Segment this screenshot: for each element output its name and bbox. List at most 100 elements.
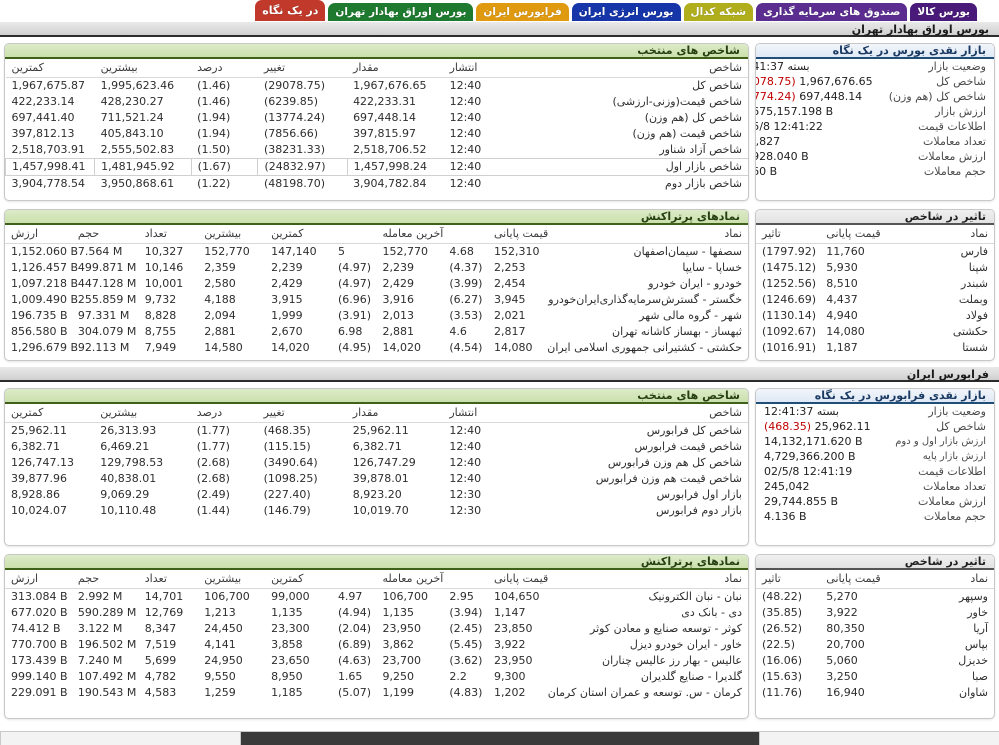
table-row[interactable]: ثبهساز - بهساز کاشانه تهران 2,817 4.6 2,881… xyxy=(5,324,748,340)
value-cell: 229.091 B xyxy=(11,686,68,699)
index-name-cell: شاخص قیمت فرابورس xyxy=(634,440,742,453)
table-row[interactable]: شاخص بازار دوم 12:40 3,904,782.84 (48198.70… xyxy=(6,176,749,193)
table-row[interactable]: شاخص کل 12:40 1,967,676.65 (29078.75) (1.46)… xyxy=(6,78,749,95)
table-row[interactable]: آریا 80,350 (26.52) xyxy=(756,621,994,637)
publish-time-cell: 12:40 xyxy=(449,472,482,485)
tab-3[interactable]: بورس انرژی ایران xyxy=(571,3,681,21)
table-row[interactable]: شستا 1,187 (1016.91) xyxy=(756,340,994,356)
table-row[interactable]: شاخص قیمت فرابورس 12:40 6,382.71 (115.15) (1… xyxy=(5,439,748,455)
index-change-cell: (468.35) xyxy=(263,424,311,437)
tab-4[interactable]: فرابورس ایران xyxy=(476,3,569,21)
table-row[interactable]: خدیزل 5,060 (16.06) xyxy=(756,653,994,669)
publish-time-cell: 12:40 xyxy=(449,177,482,190)
index-value-cell: 697,448.14 xyxy=(353,111,417,124)
high-price-cell: 9,550 xyxy=(204,670,236,683)
table-row[interactable]: صبا 3,250 (15.63) xyxy=(756,669,994,685)
tab-1[interactable]: صندوق های سرمایه گذاری xyxy=(756,3,908,21)
table-row[interactable]: کرمان - س. توسعه و عمران استان کرمان 1,20… xyxy=(5,685,748,701)
table-row[interactable]: شاخص آزاد شناور 12:40 2,518,706.52 (38231.3… xyxy=(6,142,749,159)
table-row[interactable]: شبندر 8,510 (1252.56) xyxy=(756,276,994,292)
column-header: کمترین xyxy=(265,570,332,589)
symbol-cell: شستا xyxy=(962,341,988,354)
column-header: تغییر xyxy=(257,404,347,423)
tehran-index-effect-title: تاثیر در شاخص xyxy=(904,210,986,223)
table-row[interactable]: شاخص قیمت (هم وزن) 12:40 397,815.97 (7856.6… xyxy=(6,126,749,142)
column-header: کمترین xyxy=(265,225,332,244)
index-change-cell: (48198.70) xyxy=(263,177,326,190)
table-row[interactable]: فولاد 4,940 (1130.14) xyxy=(756,308,994,324)
table-row[interactable]: شاخص کل (هم وزن) 12:40 697,448.14 (13774.24… xyxy=(6,110,749,126)
trade-count-cell: 10,327 xyxy=(144,245,184,258)
index-change-cell: (24832.97) xyxy=(257,158,348,176)
summary-row-key: اطلاعات قیمت xyxy=(918,465,986,478)
index-low-cell: 6,382.71 xyxy=(11,440,60,453)
index-low-cell: 126,747.13 xyxy=(11,456,74,469)
table-row[interactable]: حکشتی - کشتیرانی جمهوری اسلامی ایران 14,0… xyxy=(5,340,748,356)
table-row[interactable]: فارس 11,760 (1797.92) xyxy=(756,244,994,261)
column-header: مقدار xyxy=(346,404,444,423)
table-row[interactable]: خودرو - ایران خودرو 2,454 (3.99) 2,429 (4.97… xyxy=(5,276,748,292)
table-row[interactable]: گلدیرا - صنایع گلدیران 9,300 2.2 9,250 1.65 8… xyxy=(5,669,748,685)
table-row[interactable]: خاور 3,922 (35.85) xyxy=(756,605,994,621)
summary-row-key: اطلاعات قیمت xyxy=(918,120,986,133)
status-bar-segment-3 xyxy=(0,732,240,745)
table-row[interactable]: شاخص کل فرابورس 12:40 25,962.11 (468.35) (1.… xyxy=(5,423,748,440)
table-row[interactable]: شاخص قیمت هم وزن فرابورس 12:40 39,878.01 (1… xyxy=(5,471,748,487)
table-row[interactable]: حکشتی 14,080 (1092.67) xyxy=(756,324,994,340)
summary-row-value: 69,675,157.198 B xyxy=(756,104,881,119)
column-header-spacer xyxy=(443,225,488,244)
table-row[interactable]: نبان - نبان الکترونیک 104,650 2.95 106,700 4… xyxy=(5,589,748,606)
column-header: قیمت پایانی xyxy=(820,570,899,589)
column-header: شاخص xyxy=(517,404,748,423)
table-row[interactable]: عالیس - بهار رز عالیس چناران 23,950 (3.62)… xyxy=(5,653,748,669)
table-row[interactable]: شاخص بازار اول 12:40 1,457,998.24 (24832.97… xyxy=(5,158,748,176)
index-value-cell: 10,019.70 xyxy=(352,504,409,517)
volume-cell: 107.492 M xyxy=(77,670,137,683)
table-row[interactable]: خساپا - سایپا 2,253 (4.37) 2,239 (4.97) 2,239… xyxy=(5,260,748,276)
summary-row: وضعیت بازار بسته 12:41:37 xyxy=(756,59,994,74)
tab-6[interactable]: در یک نگاه xyxy=(255,0,326,21)
last-trade-cell: 9,250 xyxy=(382,670,415,683)
farabourse-index-effect-header: تاثیر در شاخص xyxy=(756,555,994,570)
tab-5[interactable]: بورس اوراق بهادار تهران xyxy=(328,3,474,21)
close-percent-cell: (4.54) xyxy=(449,341,483,354)
table-row[interactable]: خگستر - گسترش‌سرمایه‌گذاری‌ایران‌خودرو 3,… xyxy=(5,292,748,308)
tehran-index-effect-panel: تاثیر در شاخص نماد قیمت پایانی تاثیر فارس 1… xyxy=(755,209,995,361)
table-row[interactable]: شاخص کل هم وزن فرابورس 12:40 126,747.29 (34… xyxy=(5,455,748,471)
index-percent-cell: (2.68) xyxy=(196,456,230,469)
table-row[interactable]: وسپهر 5,270 (48.22) xyxy=(756,589,994,606)
volume-cell: 92.113 M xyxy=(77,341,130,354)
column-header: درصد xyxy=(190,404,258,423)
table-row[interactable]: شاوان 16,940 (11.76) xyxy=(756,685,994,701)
index-name-cell: بازار اول فرابورس xyxy=(656,488,742,501)
tab-0[interactable]: بورس کالا xyxy=(910,3,977,21)
table-row[interactable]: وبملت 4,437 (1246.69) xyxy=(756,292,994,308)
tab-2[interactable]: شبکه کدال xyxy=(683,3,754,21)
value-cell: 677.020 B xyxy=(11,606,68,619)
close-percent-cell: (4.83) xyxy=(449,686,483,699)
summary-row-key: شاخص کل xyxy=(936,420,986,433)
table-row[interactable]: بازار دوم فرابورس 12:30 10,019.70 (146.79) (… xyxy=(5,503,748,519)
trade-count-cell: 4,583 xyxy=(144,686,177,699)
table-row[interactable]: خاور - ایران خودرو دیزل 3,922 (5.45) 3,862 (… xyxy=(5,637,748,653)
main-tab-strip[interactable]: بورس کالا صندوق های سرمایه گذاری شبکه کدال… xyxy=(0,0,999,21)
table-row[interactable]: بازار اول فرابورس 12:30 8,923.20 (227.40) (2… xyxy=(5,487,748,503)
close-price-cell: 5,060 xyxy=(826,654,858,667)
table-row[interactable]: شاخص قیمت(وزنی-ارزشی) 12:40 422,233.31 (623… xyxy=(6,94,749,110)
index-high-cell: 405,843.10 xyxy=(100,127,164,140)
trade-count-cell: 5,699 xyxy=(144,654,177,667)
table-row[interactable]: شهر - گروه مالی شهر 2,021 (3.53) 2,013 (3.91… xyxy=(5,308,748,324)
table-row[interactable]: سصفها - سیمان‌اصفهان 152,310 4.68 152,770 5 1… xyxy=(5,244,748,261)
summary-row-value: 9.760 B xyxy=(756,164,881,179)
table-row[interactable]: دی - بانک دی 1,147 (3.94) 1,135 (4.94) 1,135 1… xyxy=(5,605,748,621)
last-percent-cell: (4.95) xyxy=(337,341,372,354)
table-row[interactable]: شپنا 5,930 (1475.12) xyxy=(756,260,994,276)
tehran-selected-indices-panel: شاخص های منتخب شاخص انتشار مقدار تغییر درصد ب… xyxy=(4,43,749,201)
index-value-cell: 3,904,782.84 xyxy=(353,177,427,190)
effect-cell: (1246.69) xyxy=(762,293,817,306)
table-row[interactable]: بپاس 20,700 (22.5) xyxy=(756,637,994,653)
column-header: کمترین xyxy=(5,59,95,78)
table-row[interactable]: کوثر - توسعه صنایع و معادن کوثر 23,850 (2.… xyxy=(5,621,748,637)
value-cell: 770.700 B xyxy=(11,638,68,651)
column-header: تغییر xyxy=(257,59,348,78)
